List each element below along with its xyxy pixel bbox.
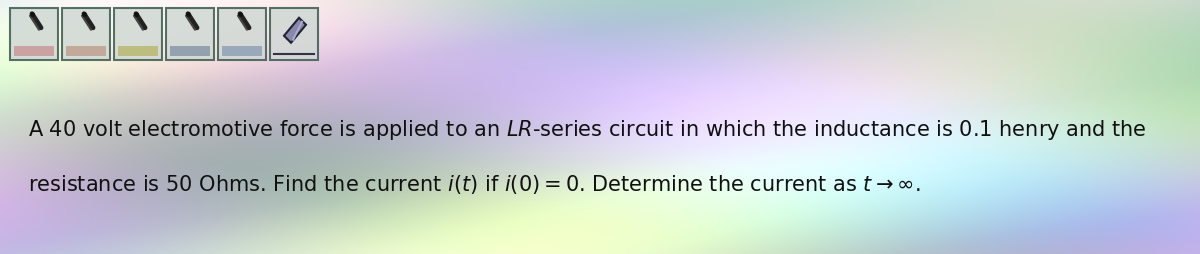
Bar xyxy=(166,8,214,60)
Bar xyxy=(270,8,318,60)
Bar xyxy=(62,8,110,60)
Bar xyxy=(222,46,262,56)
Bar xyxy=(14,46,54,56)
Bar xyxy=(170,46,210,56)
Bar xyxy=(10,8,58,60)
Bar xyxy=(218,8,266,60)
Bar xyxy=(114,8,162,60)
Text: A 40 volt electromotive force is applied to an $LR$-series circuit in which the : A 40 volt electromotive force is applied… xyxy=(28,118,1147,142)
Bar xyxy=(118,46,158,56)
Bar xyxy=(66,46,106,56)
Polygon shape xyxy=(284,18,306,43)
Text: resistance is 50 Ohms. Find the current $i(t)$ if $i(0) = 0$. Determine the curr: resistance is 50 Ohms. Find the current … xyxy=(28,173,920,197)
